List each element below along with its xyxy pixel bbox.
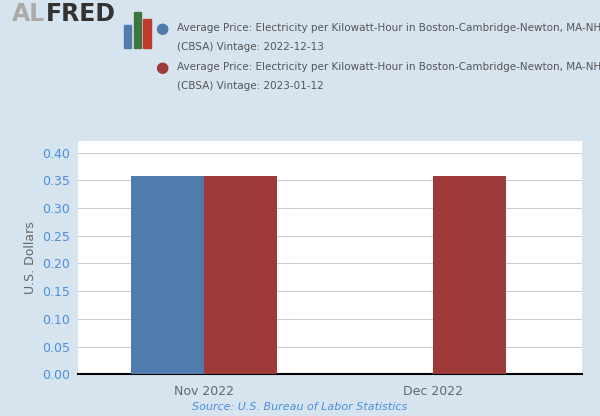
Text: ●: ● [155, 60, 169, 75]
Text: (CBSA) Vintage: 2022-12-13: (CBSA) Vintage: 2022-12-13 [177, 42, 324, 52]
Text: AL: AL [12, 2, 45, 26]
Bar [131, 176, 204, 374]
Text: FRED: FRED [46, 2, 116, 26]
Bar [204, 176, 277, 374]
Bar [433, 176, 506, 374]
Text: Average Price: Electricity per Kilowatt-Hour in Boston-Cambridge-Newton, MA-NH: Average Price: Electricity per Kilowatt-… [177, 23, 600, 33]
Text: (CBSA) Vintage: 2023-01-12: (CBSA) Vintage: 2023-01-12 [177, 81, 324, 91]
Y-axis label: U.S. Dollars: U.S. Dollars [24, 222, 37, 294]
Text: ●: ● [155, 21, 169, 36]
Text: Source: U.S. Bureau of Labor Statistics: Source: U.S. Bureau of Labor Statistics [193, 402, 407, 412]
Text: Average Price: Electricity per Kilowatt-Hour in Boston-Cambridge-Newton, MA-NH: Average Price: Electricity per Kilowatt-… [177, 62, 600, 72]
